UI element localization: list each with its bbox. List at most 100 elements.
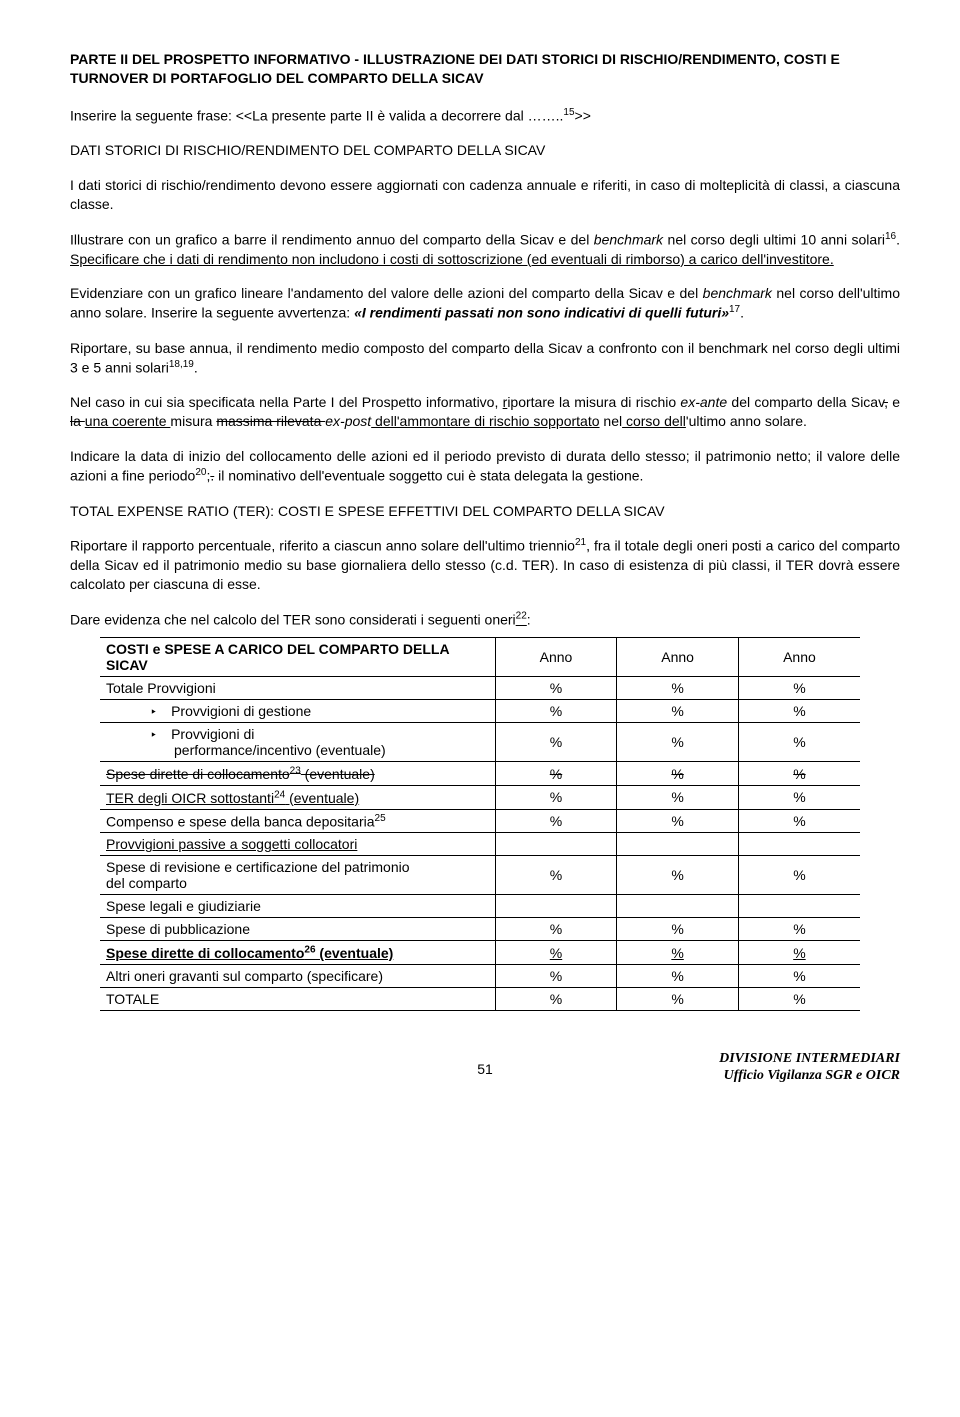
text: : bbox=[527, 611, 531, 627]
text: . bbox=[740, 305, 744, 321]
table-cell: Compenso e spese della banca depositaria… bbox=[100, 809, 495, 833]
text: >> bbox=[575, 107, 591, 123]
table-cell: % bbox=[617, 856, 739, 895]
footnote-ref: 25 bbox=[375, 813, 386, 824]
table-cell: % bbox=[617, 700, 739, 723]
text: del comparto della Sicav bbox=[727, 394, 884, 410]
footnote-ref: 17 bbox=[729, 304, 740, 315]
table-cell: Spese dirette di collocamento26 (eventua… bbox=[100, 941, 495, 965]
text: misura bbox=[170, 413, 216, 429]
table-cell: % bbox=[738, 987, 860, 1010]
table-cell: % bbox=[617, 723, 739, 762]
text: % bbox=[793, 766, 805, 782]
text: nel bbox=[600, 413, 623, 429]
arrow-icon bbox=[150, 703, 171, 719]
table-cell: TER degli OICR sottostanti24 (eventuale) bbox=[100, 785, 495, 809]
table-cell: % bbox=[495, 918, 617, 941]
table-cell: % bbox=[738, 762, 860, 786]
table-cell: Spese dirette di collocamento23 (eventua… bbox=[100, 762, 495, 786]
text: (eventuale) bbox=[301, 766, 375, 782]
underlined-text: una coerente bbox=[85, 413, 171, 429]
table-cell bbox=[617, 833, 739, 856]
underlined-text: dell'ammontare di rischio sopportato bbox=[371, 413, 599, 429]
table-cell: Spese di pubblicazione bbox=[100, 918, 495, 941]
text: nel corso degli ultimi 10 anni solari bbox=[663, 232, 885, 248]
table-cell: % bbox=[617, 941, 739, 965]
paragraph: Riportare il rapporto percentuale, rifer… bbox=[70, 536, 900, 593]
text: il nominativo dell'eventuale soggetto cu… bbox=[214, 468, 643, 484]
text: % bbox=[671, 766, 683, 782]
division-label: DIVISIONE INTERMEDIARI Ufficio Vigilanza… bbox=[719, 1051, 900, 1085]
table-cell: % bbox=[617, 785, 739, 809]
table-cell: % bbox=[495, 785, 617, 809]
text: . bbox=[896, 232, 900, 248]
text: Spese di revisione e certificazione del … bbox=[106, 859, 410, 875]
italic-text: ex-post bbox=[325, 413, 371, 429]
table-cell: Provvigioni passive a soggetti collocato… bbox=[100, 833, 495, 856]
text: . bbox=[194, 359, 198, 375]
text: performance/incentivo (eventuale) bbox=[150, 742, 386, 758]
text: Provvigioni di gestione bbox=[171, 703, 311, 719]
table-cell: % bbox=[495, 762, 617, 786]
ter-table: COSTI e SPESE A CARICO DEL COMPARTO DELL… bbox=[100, 637, 860, 1011]
text: Inserire la seguente frase: <<La present… bbox=[70, 107, 563, 123]
table-header-cell: Anno bbox=[738, 638, 860, 677]
paragraph: Nel caso in cui sia specificata nella Pa… bbox=[70, 393, 900, 431]
text: TER degli OICR sottostanti bbox=[106, 790, 274, 806]
intro-phrase: Inserire la seguente frase: <<La present… bbox=[70, 106, 900, 126]
text: del comparto bbox=[106, 875, 187, 891]
text: Spese dirette di collocamento bbox=[106, 766, 290, 782]
main-heading: PARTE II DEL PROSPETTO INFORMATIVO - ILL… bbox=[70, 50, 900, 88]
table-cell: % bbox=[617, 762, 739, 786]
text: (eventuale) bbox=[316, 945, 394, 961]
table-cell: % bbox=[738, 918, 860, 941]
footnote-ref: 21 bbox=[575, 537, 586, 548]
paragraph: I dati storici di rischio/rendimento dev… bbox=[70, 176, 900, 214]
footnote-ref: 15 bbox=[563, 107, 574, 118]
text: Illustrare con un grafico a barre il ren… bbox=[70, 232, 594, 248]
footnote-ref: 18,19 bbox=[169, 359, 194, 370]
italic-text: benchmark bbox=[594, 232, 663, 248]
table-cell: % bbox=[738, 723, 860, 762]
bold-italic-text: «I rendimenti passati non sono indicativ… bbox=[354, 305, 729, 321]
table-cell: % bbox=[738, 809, 860, 833]
text: Spese dirette di collocamento bbox=[106, 945, 304, 961]
table-header-cell: Anno bbox=[495, 638, 617, 677]
table-cell bbox=[495, 895, 617, 918]
text: 'ultimo anno solare. bbox=[686, 413, 807, 429]
text: Riportare il rapporto percentuale, rifer… bbox=[70, 538, 575, 554]
paragraph: Indicare la data di inizio del collocame… bbox=[70, 447, 900, 485]
table-cell: % bbox=[495, 809, 617, 833]
footnote-ref: 16 bbox=[885, 231, 896, 242]
table-cell: % bbox=[495, 723, 617, 762]
table-cell bbox=[495, 833, 617, 856]
arrow-icon bbox=[150, 726, 171, 742]
text: iportare la misura di rischio bbox=[507, 394, 680, 410]
table-cell: Altri oneri gravanti sul comparto (speci… bbox=[100, 964, 495, 987]
table-cell: % bbox=[495, 677, 617, 700]
footnote-ref: 23 bbox=[290, 765, 301, 776]
table-cell: Provvigioni di gestione bbox=[100, 700, 495, 723]
text: Dare evidenza che nel calcolo del TER so… bbox=[70, 611, 516, 627]
table-cell bbox=[738, 833, 860, 856]
table-cell: % bbox=[495, 941, 617, 965]
table-cell bbox=[617, 895, 739, 918]
text: Evidenziare con un grafico lineare l'and… bbox=[70, 285, 703, 301]
footnote-ref: 22 bbox=[516, 611, 527, 622]
text: % bbox=[671, 945, 683, 961]
struck-text: la bbox=[70, 413, 85, 429]
text: e bbox=[888, 394, 900, 410]
table-cell: % bbox=[617, 677, 739, 700]
table-cell: % bbox=[617, 918, 739, 941]
table-cell: % bbox=[738, 700, 860, 723]
table-cell: Totale Provvigioni bbox=[100, 677, 495, 700]
table-cell: % bbox=[617, 809, 739, 833]
text: Compenso e spese della banca depositaria bbox=[106, 813, 375, 829]
paragraph: Dare evidenza che nel calcolo del TER so… bbox=[70, 610, 900, 630]
table-cell: Provvigioni diperformance/incentivo (eve… bbox=[100, 723, 495, 762]
section-title: TOTAL EXPENSE RATIO (TER): COSTI E SPESE… bbox=[70, 502, 900, 521]
table-header-cell: Anno bbox=[617, 638, 739, 677]
table-cell: % bbox=[738, 964, 860, 987]
table-header-cell: COSTI e SPESE A CARICO DEL COMPARTO DELL… bbox=[100, 638, 495, 677]
table-cell: % bbox=[617, 964, 739, 987]
